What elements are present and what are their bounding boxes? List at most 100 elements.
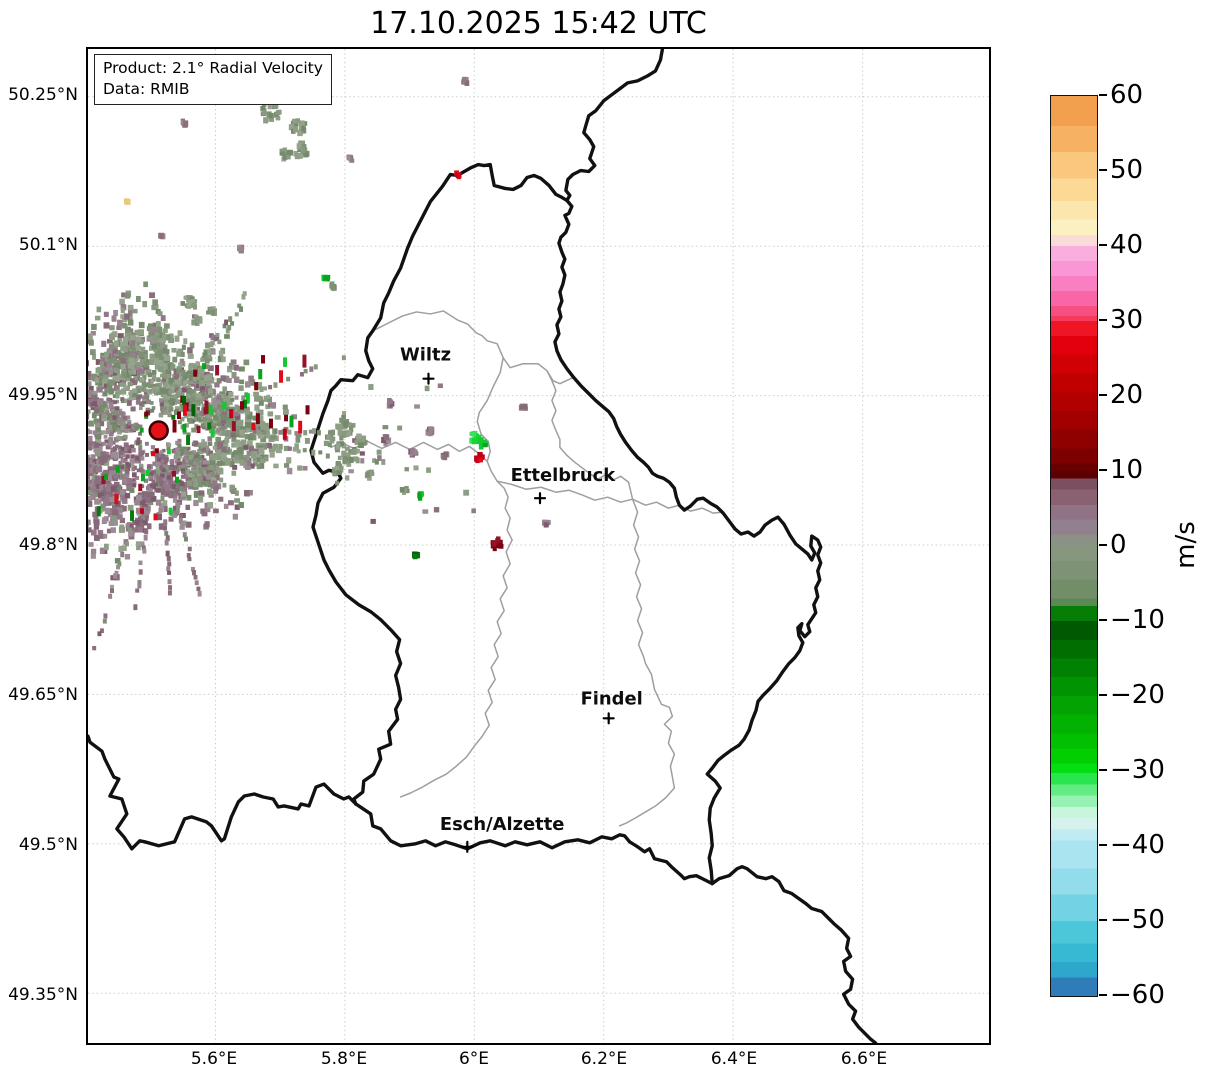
radar-bin: [124, 398, 129, 403]
radar-bin: [230, 432, 236, 438]
city-label: Esch/Alzette: [440, 814, 565, 835]
radar-bin: [335, 480, 340, 486]
radar-bin: [471, 508, 476, 514]
radar-bin: [186, 435, 191, 446]
radar-bin: [239, 306, 244, 312]
radar-bin: [187, 418, 192, 423]
colorbar-tick-label: −40: [1110, 829, 1165, 860]
radar-bin: [123, 313, 130, 320]
radar-bin: [151, 479, 156, 484]
radar-bin: [202, 441, 207, 446]
radar-bin: [303, 151, 309, 158]
radar-bin: [101, 382, 107, 388]
radar-bin: [88, 466, 90, 474]
x-tick-label: 6°E: [458, 1049, 490, 1069]
radar-bin: [211, 425, 216, 430]
radar-bin: [178, 362, 183, 367]
radar-bin: [210, 471, 215, 477]
radar-bin: [120, 307, 125, 314]
radar-bin: [113, 340, 119, 347]
radar-bin: [232, 409, 240, 417]
radar-bin: [102, 516, 108, 523]
radar-bin: [323, 275, 329, 281]
radar-bin: [181, 487, 188, 494]
radar-bin: [344, 446, 350, 451]
radar-bin: [210, 429, 215, 438]
radar-bin: [180, 417, 185, 422]
radar-bin: [167, 406, 171, 411]
radar-bin: [491, 540, 497, 547]
radar-bin: [159, 465, 164, 470]
radar-bin: [207, 422, 212, 430]
radar-bin: [93, 524, 100, 530]
radar-bin: [227, 416, 235, 423]
radar-bin: [149, 339, 156, 346]
radar-bin: [88, 500, 93, 507]
radar-bin: [276, 448, 282, 454]
radar-bin: [88, 420, 95, 427]
radar-bin: [165, 391, 171, 397]
radar-bin: [111, 440, 116, 445]
radar-bin: [139, 450, 145, 456]
radar-bin: [135, 588, 140, 593]
radar-bin: [228, 316, 233, 322]
radar-bin: [88, 445, 93, 451]
map-plot: Wiltz Ettelbruck Findel Esch/Alzette Produc…: [86, 47, 991, 1045]
radar-bin: [142, 397, 147, 402]
radar-bin: [118, 353, 124, 360]
radar-bin: [235, 428, 241, 435]
radar-bin: [164, 531, 169, 536]
radar-bin: [96, 466, 103, 473]
radar-bin: [200, 396, 205, 401]
city-label: Findel: [581, 688, 643, 709]
radar-bin: [127, 421, 132, 426]
radar-bin: [204, 393, 209, 398]
radar-bin: [286, 149, 291, 155]
radar-bin: [102, 548, 108, 554]
radar-bin: [142, 350, 148, 356]
radar-bin: [88, 360, 89, 367]
radar-bin: [204, 502, 210, 509]
radar-bin: [132, 380, 138, 386]
radar-bin: [216, 378, 222, 384]
radar-bin: [479, 443, 484, 450]
radar-bin: [169, 407, 174, 412]
radar-bin: [106, 387, 112, 393]
radar-bin: [263, 117, 269, 124]
radar-bin: [224, 417, 230, 423]
radar-bin: [107, 399, 111, 404]
radar-bin: [492, 545, 497, 552]
radar-bin: [160, 453, 166, 459]
radar-bin: [116, 325, 122, 331]
radar-bin: [193, 369, 198, 377]
radar-bin: [196, 425, 201, 434]
radar-bin: [181, 387, 187, 393]
radar-bin: [263, 396, 268, 402]
radar-bin: [414, 404, 420, 409]
radar-bin: [208, 388, 214, 394]
radar-bin: [104, 407, 110, 412]
radar-bin: [368, 384, 374, 390]
radar-bin: [206, 402, 211, 407]
radar-bin: [125, 541, 130, 547]
radar-bin: [247, 435, 254, 441]
radar-bin: [171, 414, 176, 420]
radar-bin: [231, 372, 237, 379]
radar-bin: [265, 404, 271, 410]
radar-bin: [141, 353, 148, 361]
radar-bin: [179, 448, 184, 454]
radar-bin: [214, 474, 220, 481]
radar-bin: [221, 356, 226, 363]
radar-bin: [168, 480, 174, 486]
radar-bin: [251, 422, 256, 431]
radar-bin: [144, 496, 152, 503]
radar-bin: [222, 386, 227, 392]
radar-bin: [147, 372, 153, 378]
radar-bin: [174, 387, 180, 393]
radar-bin: [113, 453, 118, 459]
radar-bin: [182, 377, 187, 382]
radar-bin: [222, 482, 227, 488]
radar-bin: [133, 604, 138, 611]
radar-bin: [146, 523, 152, 530]
colorbar-tick-label: −30: [1110, 755, 1165, 785]
